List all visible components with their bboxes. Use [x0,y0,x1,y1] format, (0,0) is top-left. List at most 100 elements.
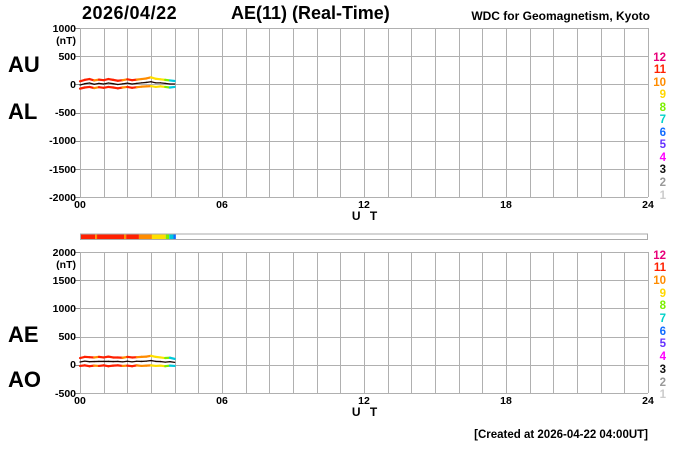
trace-overlap-shadow [145,81,152,84]
created-timestamp: [Created at 2026-04-22 04:00UT] [474,429,648,441]
trace-overlap-shadow [169,361,176,364]
ytick-label: -2000 [49,191,76,204]
trace-overlap-shadow [93,82,100,85]
ytick-label: -500 [54,387,76,400]
legend-station-count-1: 1 [659,189,666,202]
ytick-label: 0 [70,78,76,91]
trace-overlap-shadow [131,360,138,363]
xtick-label: 00 [74,199,86,212]
stations-bar-segment [165,233,170,240]
ytick-label: 1000 [52,302,76,315]
legend-station-count-10: 10 [653,76,666,89]
trace-overlap-shadow [150,359,157,363]
stations-bar-segment [124,233,127,240]
panel-traces-0 [78,76,176,90]
legend-station-count-2: 2 [659,376,666,389]
plot-title: AE(11) (Real-Time) [231,3,390,23]
legend-station-count-9: 9 [659,89,666,102]
index-label-au: AU [8,52,40,77]
ytick-label: 0 [70,359,76,372]
trace-overlap-shadow [84,360,91,363]
index-label-ae: AE [8,322,39,347]
stations-bar-segment [126,233,139,240]
ytick-label: 1500 [52,274,76,287]
legend-station-count-12: 12 [653,51,666,64]
trace-overlap-shadow [126,360,133,363]
stations-bar-segment [80,233,96,240]
legend-station-count-4: 4 [659,351,666,364]
ytick-label: 1000 [52,22,76,35]
trace-overlap-shadow [103,82,110,85]
panel-grid-1 [75,252,649,394]
legend-station-count-10: 10 [653,274,666,287]
legend-station-count-6: 6 [659,126,666,139]
stations-bar-segment [173,233,176,240]
stations-availability-bar [80,233,648,240]
ytick-label: 500 [58,50,76,63]
legend-station-count-7: 7 [659,313,666,325]
xtick-label: 24 [642,199,654,212]
xaxis-title-bottom: U T [351,405,381,419]
stations-bar-segment [169,233,174,240]
ytick-label: -500 [54,107,76,120]
stations-bar-segment [151,233,166,240]
stations-bar-background [80,233,648,240]
xtick-label: 18 [500,199,512,212]
plot-date: 2026/04/22 [82,3,178,23]
stations-bar-segment [95,233,98,240]
trace-AL [168,85,176,89]
legend-station-count-8: 8 [659,101,666,114]
ytick-label: -1000 [49,135,76,148]
stations-bar-segment [138,233,152,240]
legend-station-count-4: 4 [659,151,666,164]
trace-overlap-shadow [98,82,105,85]
trace-overlap-shadow [88,82,95,85]
stations-bar-border [80,233,648,240]
trace-overlap-shadow [121,82,128,85]
trace-overlap-shadow [84,82,91,85]
trace-overlap-shadow [117,83,124,86]
panel-traces-1 [78,354,176,368]
trace-overlap-shadow [136,82,143,85]
xtick-label: 06 [216,395,228,407]
legend-station-count-3: 3 [659,363,666,376]
legend-station-count-8: 8 [659,300,666,313]
yaxis-unit-label: (nT) [56,35,76,47]
index-label-al: AL [8,99,38,124]
xaxis-title-top: U T [351,209,381,223]
xtick-label: 24 [642,395,654,407]
legend-station-count-6: 6 [659,325,666,338]
legend-station-count-2: 2 [659,177,666,189]
trace-overlap-shadow [159,82,166,85]
trace-AU [168,79,176,83]
legend-station-count-1: 1 [659,389,666,402]
trace-overlap-shadow [107,82,114,85]
legend-station-count-5: 5 [659,338,666,351]
trace-overlap-shadow [164,82,171,85]
source-attribution: WDC for Geomagnetism, Kyoto [471,9,650,23]
trace-overlap-shadow [131,82,138,85]
trace-overlap-shadow [112,83,119,86]
ytick-label: 2000 [52,246,76,259]
trace-overlap-shadow [121,360,128,363]
legend-station-count-11: 11 [653,64,666,77]
yaxis-unit-label: (nT) [56,259,76,271]
legend-station-count-7: 7 [659,114,666,127]
legend-station-count-3: 3 [659,164,666,177]
legend-station-count-9: 9 [659,287,666,300]
xtick-label: 12 [358,199,370,212]
panel-grid-0 [75,28,649,198]
xtick-label: 00 [74,395,86,407]
ytick-label: 500 [58,331,76,344]
xtick-label: 12 [358,395,370,407]
legend-station-count-12: 12 [653,249,666,262]
trace-overlap-shadow [79,83,86,86]
trace-overlap-shadow [159,360,166,363]
index-label-ao: AO [8,367,41,392]
xtick-label: 18 [500,395,512,407]
stations-bar-segment [97,233,125,240]
xtick-label: 06 [216,199,228,212]
trace-overlap-shadow [79,360,86,363]
